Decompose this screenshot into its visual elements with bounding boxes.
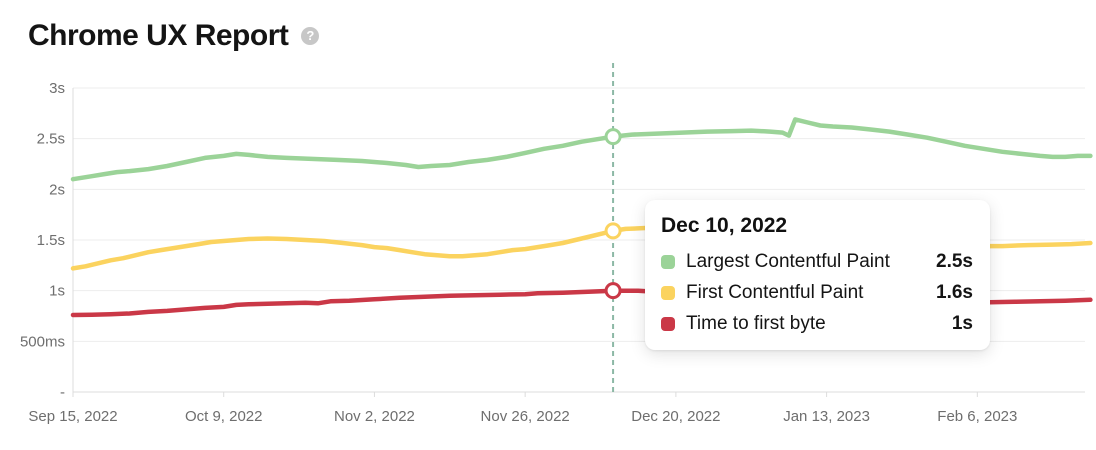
tooltip-date: Dec 10, 2022	[661, 214, 788, 237]
x-axis-tick-label: Nov 26, 2022	[481, 408, 570, 425]
tooltip-row-fcp: First Contentful Paint 1.6s	[661, 277, 973, 308]
tooltip-label: First Contentful Paint	[686, 281, 864, 303]
y-axis-tick-label: 2.5s	[37, 131, 65, 148]
x-axis-tick-label: Oct 9, 2022	[185, 408, 263, 425]
tooltip-value: 2.5s	[936, 250, 973, 272]
chart-tooltip: Dec 10, 2022 Largest Contentful Paint 2.…	[645, 200, 990, 350]
x-axis-tick-label: Jan 13, 2023	[783, 408, 870, 425]
y-axis-tick-label: 500ms	[20, 333, 65, 350]
lcp-line	[70, 117, 1093, 182]
tooltip-row-ttfb: Time to first byte 1s	[661, 308, 973, 339]
y-axis-tick-label: 3s	[49, 80, 65, 97]
tooltip-value: 1.6s	[936, 281, 973, 303]
x-axis-tick-label: Sep 15, 2022	[28, 408, 117, 425]
ttfb-swatch-icon	[661, 316, 675, 331]
ttfb-marker	[604, 282, 622, 300]
y-axis-tick-label: -	[60, 384, 65, 401]
report-header: Chrome UX Report ?	[28, 18, 320, 54]
y-axis-tick-label: 1.5s	[37, 232, 65, 249]
tooltip-label: Largest Contentful Paint	[686, 250, 890, 272]
tooltip-label: Time to first byte	[686, 312, 826, 334]
fcp-marker	[604, 222, 622, 240]
tooltip-value: 1s	[951, 312, 973, 334]
page-title: Chrome UX Report	[28, 19, 289, 52]
lcp-swatch-icon	[661, 254, 675, 269]
x-axis-tick-label: Feb 6, 2023	[937, 408, 1017, 425]
lcp-marker	[604, 128, 622, 146]
y-axis-tick-label: 2s	[49, 181, 65, 198]
help-icon[interactable]: ?	[301, 27, 320, 45]
tooltip-row-lcp: Largest Contentful Paint 2.5s	[661, 246, 973, 277]
x-axis-tick-label: Nov 2, 2022	[334, 408, 415, 425]
y-axis-tick-label: 1s	[49, 283, 65, 300]
x-axis-tick-label: Dec 20, 2022	[631, 408, 720, 425]
fcp-swatch-icon	[661, 285, 675, 300]
